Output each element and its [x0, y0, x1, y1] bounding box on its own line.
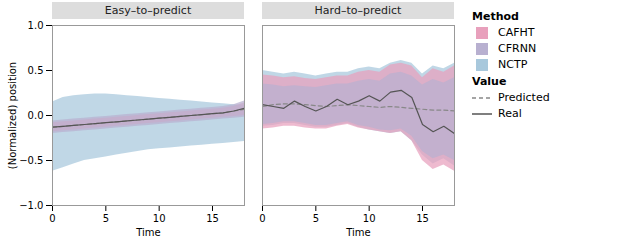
html-text:Hard–to–predict: Hard–to–predict — [314, 4, 402, 17]
svg-text:0: 0 — [259, 213, 265, 224]
html-text:Real: Real — [498, 107, 522, 120]
svg-text:Time: Time — [345, 227, 370, 238]
html-text:Easy–to–predict: Easy–to–predict — [104, 4, 192, 17]
svg-text:0.5: 0.5 — [28, 65, 44, 76]
svg-text:5: 5 — [313, 213, 319, 224]
html-text:Method: Method — [472, 10, 519, 23]
svg-text:15: 15 — [416, 213, 429, 224]
svg-text:0: 0 — [49, 213, 55, 224]
svg-text:10: 10 — [363, 213, 376, 224]
html-text:CAFHT: CAFHT — [498, 26, 535, 39]
svg-text:Time: Time — [135, 227, 160, 238]
html-text:NCTP: NCTP — [498, 58, 528, 71]
svg-text:−0.5: −0.5 — [19, 155, 43, 166]
svg-text:−1.0: −1.0 — [19, 200, 43, 211]
html-text:CFRNN: CFRNN — [498, 42, 537, 55]
svg-text:10: 10 — [153, 213, 166, 224]
svg-text:5: 5 — [103, 213, 109, 224]
svg-text:0.0: 0.0 — [28, 110, 44, 121]
html-text:Value: Value — [472, 75, 507, 88]
svg-text:(Normalized) position: (Normalized) position — [7, 62, 18, 169]
html-text:Predicted: Predicted — [498, 91, 550, 104]
svg-text:1.0: 1.0 — [28, 20, 44, 31]
svg-text:15: 15 — [206, 213, 219, 224]
